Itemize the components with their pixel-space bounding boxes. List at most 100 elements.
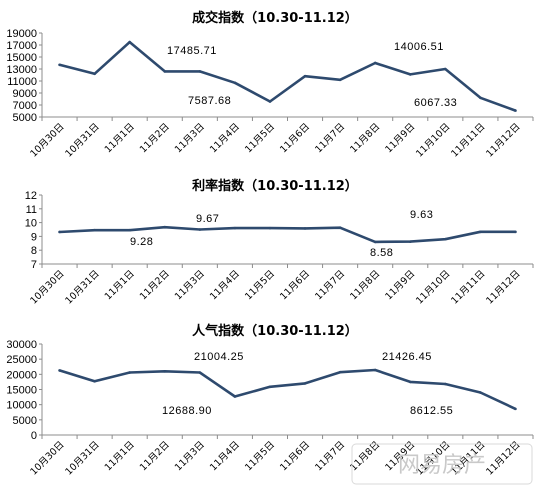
x-tick-label: 11月1日 <box>103 121 137 155</box>
x-tick-label: 11月2日 <box>138 268 172 302</box>
data-point <box>233 81 237 85</box>
x-tick-label: 10月31日 <box>63 439 101 477</box>
data-point <box>338 78 342 82</box>
x-tick-label: 11月3日 <box>173 268 207 302</box>
x-tick-label: 11月1日 <box>103 439 137 473</box>
x-tick-label: 11月7日 <box>313 268 347 302</box>
y-tick-label: 9000 <box>13 88 37 100</box>
x-tick-label: 10月30日 <box>28 121 66 159</box>
y-tick-label: 10000 <box>6 400 37 412</box>
y-tick-label: 5000 <box>13 415 37 427</box>
data-point <box>198 70 202 73</box>
data-label: 8.58 <box>370 247 393 259</box>
y-tick-label: 13000 <box>6 64 37 76</box>
y-tick-label: 5000 <box>13 112 37 124</box>
y-tick-label: 11000 <box>7 76 37 88</box>
data-point <box>93 228 96 232</box>
y-tick-label: 10 <box>25 218 37 230</box>
y-tick-label: 7000 <box>13 100 37 112</box>
data-point <box>268 100 272 103</box>
x-tick-label: 11月11日 <box>449 121 487 159</box>
data-point <box>128 228 131 232</box>
chart-title: 利率指数（10.30-11.12） <box>192 178 358 194</box>
x-tick-label: 11月8日 <box>348 268 382 302</box>
data-point <box>338 370 342 374</box>
series <box>58 368 517 411</box>
data-point <box>408 73 412 76</box>
y-tick-label: 20000 <box>6 369 37 381</box>
data-label: 6067.33 <box>414 97 457 109</box>
series-line <box>59 368 517 411</box>
x-tick-label: 11月11日 <box>449 268 487 306</box>
data-point <box>373 61 377 65</box>
x-tick-label: 11月3日 <box>173 121 207 155</box>
y-tick-label: 25000 <box>6 354 37 366</box>
y-tick-label: 11 <box>26 204 37 216</box>
watermark-logo: 网易房产 <box>351 443 533 485</box>
x-tick-label: 11月6日 <box>278 268 312 302</box>
y-tick-label: 15000 <box>6 52 37 64</box>
data-point <box>408 380 412 384</box>
data-label: 7587.68 <box>188 95 231 107</box>
x-tick-label: 10月30日 <box>28 439 66 477</box>
chart-volume-index: 成交指数（10.30-11.12） 5000700090001100013000… <box>6 10 534 160</box>
data-label: 17485.71 <box>167 45 217 57</box>
series <box>58 225 517 244</box>
y-tick-label: 17000 <box>6 40 37 52</box>
data-point <box>479 230 482 234</box>
x-tick-label: 11月5日 <box>243 439 277 473</box>
data-point <box>268 226 272 230</box>
y-tick-label: 9 <box>31 231 37 243</box>
chart-title: 成交指数（10.30-11.12） <box>192 10 358 26</box>
x-tick-label: 11月5日 <box>243 121 277 155</box>
data-point <box>198 228 202 231</box>
x-tick-label: 11月10日 <box>414 121 452 159</box>
x-tick-label: 11月7日 <box>313 439 347 473</box>
data-point <box>373 240 377 244</box>
x-tick-label: 10月30日 <box>28 268 66 306</box>
x-tick-label: 10月31日 <box>63 121 101 159</box>
data-label: 14006.51 <box>394 41 444 53</box>
data-point <box>58 63 61 67</box>
data-point <box>444 382 447 386</box>
series-line <box>59 40 516 112</box>
data-label: 21004.25 <box>194 351 244 363</box>
watermark-text: 网易房产 <box>398 453 486 478</box>
x-tick-label: 11月10日 <box>414 268 452 306</box>
x-tick-label: 11月4日 <box>208 268 242 302</box>
data-point <box>373 368 377 372</box>
y-tick-label: 8 <box>31 245 37 257</box>
x-tick-label: 11月2日 <box>138 121 172 155</box>
x-tick-label: 11月6日 <box>278 121 312 155</box>
data-label: 9.67 <box>196 213 219 225</box>
data-point <box>303 74 307 78</box>
data-point <box>479 391 482 394</box>
data-point <box>58 230 61 234</box>
x-tick-label: 11月4日 <box>208 439 242 473</box>
x-tick-label: 11月8日 <box>348 121 382 155</box>
data-point <box>128 40 131 44</box>
data-point <box>444 237 447 241</box>
data-point <box>514 230 517 234</box>
data-point <box>93 72 96 76</box>
series-line <box>59 225 516 244</box>
x-tick-label: 11月5日 <box>243 268 277 302</box>
data-point <box>303 382 307 385</box>
data-point <box>163 369 167 373</box>
x-tick-label: 11月4日 <box>208 121 242 155</box>
x-tick-label: 11月12日 <box>484 439 522 477</box>
data-label: 21426.45 <box>382 351 432 363</box>
data-label: 9.63 <box>410 209 433 221</box>
x-tick-label: 11月7日 <box>313 121 347 155</box>
data-point <box>303 227 307 230</box>
y-tick-label: 12 <box>25 190 37 202</box>
y-tick-label: 30000 <box>6 339 37 351</box>
y-tick-label: 19000 <box>6 28 37 40</box>
chart-title: 人气指数（10.30-11.12） <box>192 323 358 339</box>
data-point <box>479 96 482 100</box>
x-tick-label: 11月3日 <box>173 439 207 473</box>
x-tick-label: 11月12日 <box>484 268 522 306</box>
